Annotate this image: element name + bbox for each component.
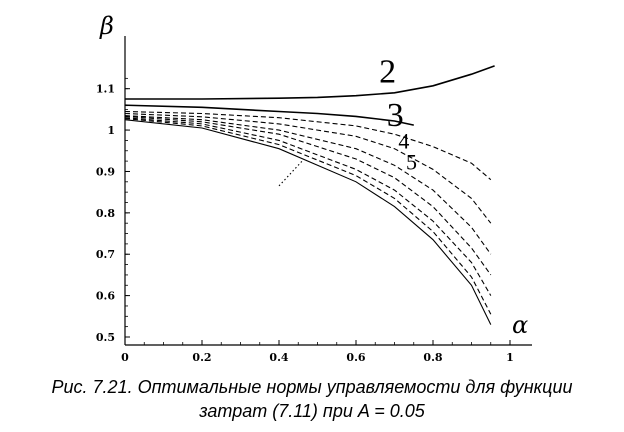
y-tick-label: 1.1	[96, 83, 115, 96]
y-tick-label: 0.6	[96, 290, 115, 303]
series-curve-unlabeled-5	[124, 115, 492, 255]
y-axis-label: β	[99, 12, 114, 40]
x-tick-label: 0	[121, 351, 129, 364]
series-curve-unlabeled-6	[124, 115, 492, 276]
caption-line-1: Рис. 7.21. Оптимальные нормы управляемос…	[51, 377, 573, 397]
curves	[124, 65, 495, 325]
x-tick-label: 0.8	[423, 351, 442, 364]
series-curve-4	[124, 110, 492, 181]
series-curve-5	[278, 160, 303, 187]
series-curve-unlabeled-4	[124, 112, 492, 224]
y-tick-label: 0.8	[96, 207, 115, 220]
x-tick-label: 0.4	[269, 351, 288, 364]
y-tick-label: 0.9	[96, 165, 115, 178]
x-tick-label: 0.2	[192, 351, 211, 364]
series-curve-2	[125, 65, 495, 100]
x-tick-label: 0.6	[346, 351, 365, 364]
curve-label-3: 3	[387, 97, 404, 134]
y-tick-label: 1	[107, 124, 115, 137]
series-curve-unlabeled-9	[124, 119, 492, 325]
y-tick-label: 0.5	[96, 331, 115, 344]
y-tick-label: 0.7	[96, 248, 115, 261]
curve-label-2: 2	[379, 53, 396, 90]
x-tick-label: 1	[506, 351, 514, 364]
axes: 0 0.2 0.4 0.6 0.8 1 0.5 0.6 0.7 0.8 0.9 1 1.1 β α	[96, 12, 532, 364]
series-curve-unlabeled-7	[124, 117, 492, 296]
series-curve-3	[124, 104, 414, 126]
curve-label-5: 5	[406, 149, 417, 174]
caption-line-2: затрат (7.11) при A = 0.05	[199, 401, 425, 421]
labels: 2 345	[379, 53, 417, 174]
x-axis-label: α	[512, 311, 528, 339]
series-curve-unlabeled-8	[124, 117, 492, 315]
curve-label-4: 4	[398, 129, 409, 154]
